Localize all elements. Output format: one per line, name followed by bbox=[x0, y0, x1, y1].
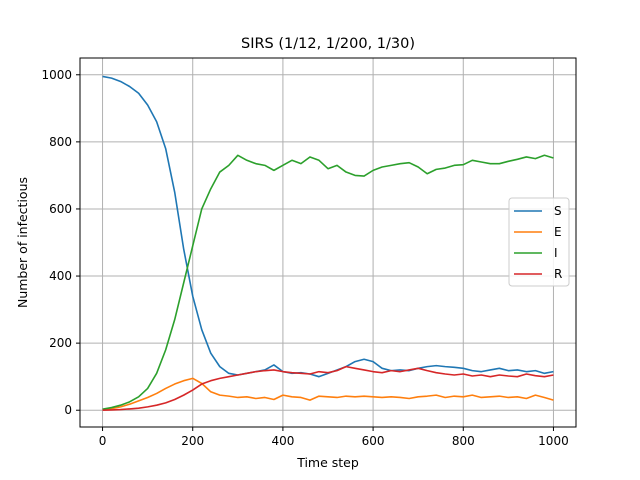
plot-area bbox=[79, 57, 577, 428]
y-tick-label: 600 bbox=[49, 202, 72, 216]
y-tick-label: 800 bbox=[49, 135, 72, 149]
plot-background bbox=[80, 58, 576, 427]
y-axis-ticks: 0 200 400 600 800 1000 bbox=[41, 68, 80, 417]
legend-label-i: I bbox=[554, 246, 558, 260]
y-tick-label: 1000 bbox=[41, 68, 72, 82]
y-tick-label: 200 bbox=[49, 336, 72, 350]
legend-box bbox=[508, 197, 570, 287]
x-axis-label: Time step bbox=[296, 455, 359, 470]
series-line-e bbox=[102, 377, 554, 411]
x-tick-label: 0 bbox=[99, 434, 107, 448]
plot-frame bbox=[79, 57, 577, 428]
legend-label-r: R bbox=[554, 267, 562, 281]
y-tick-label: 0 bbox=[64, 403, 72, 417]
x-axis-ticks: 0 200 400 600 800 1000 bbox=[99, 427, 569, 448]
x-tick-label: 800 bbox=[452, 434, 475, 448]
series-line-i bbox=[102, 154, 554, 411]
x-tick-label: 1000 bbox=[538, 434, 569, 448]
x-tick-label: 400 bbox=[271, 434, 294, 448]
series-line-r bbox=[102, 365, 554, 412]
y-axis-label: Number of infectious bbox=[15, 177, 30, 308]
series-layer bbox=[102, 75, 554, 412]
legend-label-s: S bbox=[554, 204, 562, 218]
y-tick-label: 400 bbox=[49, 269, 72, 283]
x-tick-label: 200 bbox=[181, 434, 204, 448]
chart-title: SIRS (1/12, 1/200, 1/30) bbox=[241, 36, 415, 52]
legend-label-e: E bbox=[554, 225, 562, 239]
x-tick-label: 600 bbox=[362, 434, 385, 448]
